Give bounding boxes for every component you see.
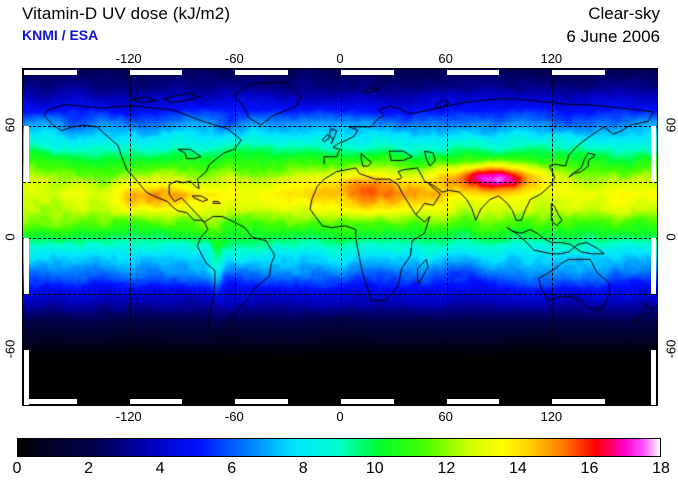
top-axis-label--120: -120 — [115, 51, 142, 66]
top-axis-label--60: -60 — [224, 51, 244, 66]
right-axis-label-60: 60 — [663, 117, 678, 133]
colorbar-tick-4: 4 — [155, 460, 165, 477]
colorbar-tick-8: 8 — [298, 460, 308, 477]
bottom-axis-label-0: 0 — [336, 409, 344, 424]
right-axis-label-0: 0 — [663, 233, 678, 241]
colorbar-gradient — [18, 439, 660, 456]
data-source-label: KNMI / ESA — [22, 27, 99, 43]
map-frame — [22, 68, 658, 406]
bottom-axis-label-120: 120 — [540, 409, 563, 424]
colorbar-tick-14: 14 — [508, 460, 527, 477]
left-axis-label-60: 60 — [2, 117, 18, 133]
colorbar-tick-10: 10 — [365, 460, 384, 477]
bottom-axis-label--60: -60 — [224, 409, 244, 424]
colorbar-tick-2: 2 — [84, 460, 93, 477]
date-label: 6 June 2006 — [566, 27, 660, 46]
colorbar — [17, 438, 661, 457]
bottom-axis-label--120: -120 — [115, 409, 142, 424]
uv-dose-heatmap — [23, 69, 657, 405]
top-axis-label-120: 120 — [540, 51, 563, 66]
colorbar-tick-0: 0 — [12, 460, 22, 477]
top-axis-label-0: 0 — [336, 51, 344, 66]
colorbar-tick-6: 6 — [227, 460, 237, 477]
top-axis-label-60: 60 — [438, 51, 453, 66]
map-panel — [22, 68, 658, 406]
left-axis-label--60: -60 — [2, 339, 18, 359]
right-axis-label--60: -60 — [663, 339, 678, 359]
left-axis-label-0: 0 — [2, 233, 18, 241]
colorbar-tick-18: 18 — [652, 460, 670, 477]
bottom-axis-label-60: 60 — [438, 409, 453, 424]
colorbar-tick-16: 16 — [580, 460, 599, 477]
colorbar-tick-12: 12 — [437, 460, 456, 477]
sky-condition-label: Clear-sky — [588, 4, 660, 23]
colorbar-panel: 0 2 4 6 8 10 12 14 16 18 — [13, 438, 670, 478]
page-title: Vitamin-D UV dose (kJ/m2) — [22, 4, 231, 23]
